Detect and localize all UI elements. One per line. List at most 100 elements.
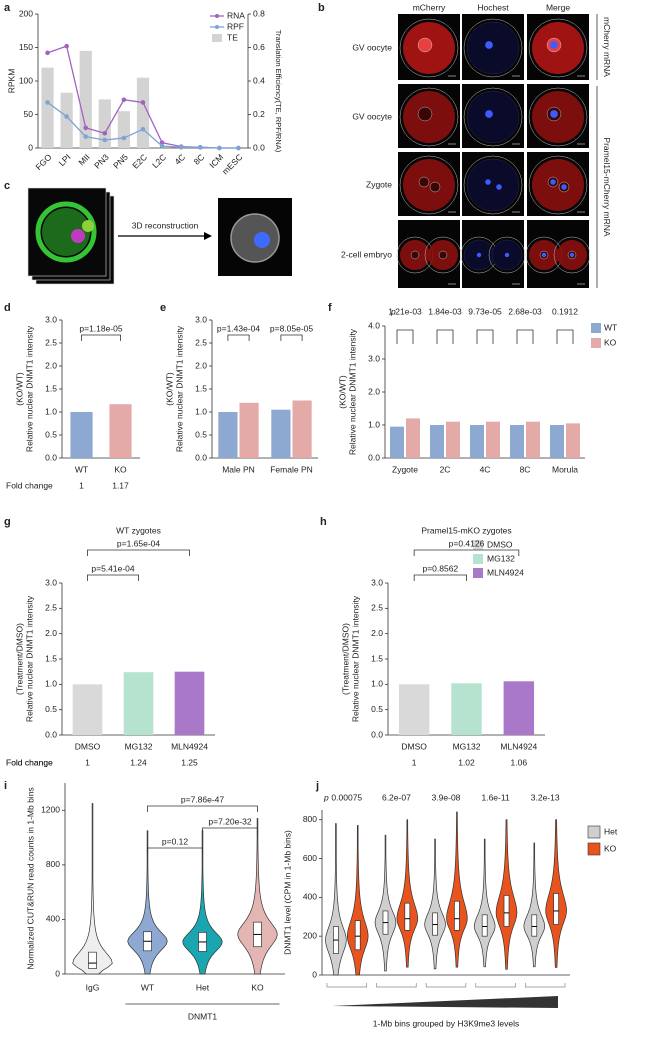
- marker: [102, 137, 108, 143]
- panel-letter: a: [4, 2, 11, 14]
- x-tick-label: 4C: [480, 464, 491, 474]
- y-tick-label: 2.0: [368, 386, 380, 396]
- violin: [446, 811, 468, 968]
- x-tick-label: Female PN: [270, 464, 313, 474]
- legend-marker: [215, 25, 219, 29]
- bar: [292, 400, 312, 458]
- violin: [495, 819, 518, 970]
- y-tick-label: 50: [24, 109, 34, 119]
- chromatin: [569, 252, 575, 258]
- zona: [399, 87, 459, 147]
- cell: [35, 201, 97, 263]
- bar: [390, 426, 404, 458]
- y-tick-label: 0.4: [253, 75, 265, 85]
- zona: [463, 155, 523, 215]
- marker: [83, 125, 89, 131]
- zona: [553, 236, 591, 274]
- legend-swatch: [591, 338, 601, 348]
- p-label: p: [323, 792, 329, 802]
- nucleus: [410, 250, 420, 260]
- bar: [510, 425, 524, 458]
- y-tick-label: 0.0: [368, 452, 380, 462]
- y-tick-label: 0.5: [45, 704, 57, 714]
- y-tick-label: 1.5: [371, 653, 383, 663]
- violin: [424, 838, 446, 970]
- p-value: p=5.41e-04: [91, 563, 135, 573]
- marker: [140, 100, 146, 105]
- zona: [528, 18, 588, 78]
- bar: [60, 92, 73, 148]
- axis-title: Relative nuclear DNMT1 intensity: [347, 328, 357, 455]
- p-value: 1.84e-03: [428, 306, 462, 316]
- p-value: p=7.20e-32: [208, 816, 252, 826]
- nucleus: [417, 37, 433, 53]
- bar: [41, 67, 54, 148]
- p-value: p=7.86e-47: [181, 794, 225, 804]
- y-tick-label: 0.2: [253, 109, 265, 119]
- violin: [374, 834, 397, 972]
- marker: [236, 145, 241, 151]
- p-value: p=0.4126: [449, 538, 485, 548]
- chromatin: [504, 252, 510, 258]
- fold-change-title: Fold change: [6, 757, 53, 767]
- group-bracket: [376, 983, 417, 988]
- bar: [486, 421, 500, 458]
- group-label: mCherry mRNA: [602, 17, 612, 77]
- comparison-bracket: [413, 549, 520, 556]
- chromatin: [550, 110, 558, 118]
- marker: [121, 135, 127, 141]
- x-tick-label: KO: [251, 982, 264, 992]
- legend-label: DMSO: [487, 539, 513, 549]
- chart-title: WT zygotes: [116, 525, 161, 535]
- group-bracket: [326, 983, 367, 988]
- chromatin: [561, 184, 567, 190]
- comparison-bracket: [87, 549, 190, 556]
- p-value: p=8.05e-05: [270, 323, 314, 333]
- bar: [271, 409, 291, 458]
- y-tick-label: 3.0: [368, 353, 380, 363]
- marker: [140, 126, 146, 132]
- p-value: p=1.18e-05: [79, 323, 123, 333]
- x-tick-label: Male PN: [222, 464, 255, 474]
- annotation: 3D reconstruction: [132, 220, 199, 230]
- y-tick-label: 150: [19, 42, 33, 52]
- x-tick-label: PN3: [92, 152, 111, 171]
- comparison-bracket: [413, 574, 467, 581]
- x-tick-label: mESC: [220, 152, 244, 176]
- marker: [45, 50, 50, 56]
- x-tick-label: 8C: [520, 464, 531, 474]
- comparison-bracket: [147, 805, 258, 812]
- group-label: DNMT1: [188, 1011, 218, 1021]
- bar: [98, 99, 111, 148]
- legend-label: RPF: [227, 21, 244, 31]
- y-tick-label: 600: [303, 853, 317, 863]
- legend-swatch: [212, 34, 222, 42]
- chromatin: [485, 110, 493, 118]
- y-tick-label: 0.0: [195, 452, 207, 462]
- comparison-bracket: [516, 329, 534, 344]
- p-label: p: [390, 306, 396, 316]
- comparison-bracket: [476, 329, 494, 344]
- comparison-bracket: [81, 334, 121, 341]
- fold-change: 1.17: [112, 480, 129, 490]
- p-value: p=1.43e-04: [217, 323, 261, 333]
- chart-title: Pramel15-mKO zygotes: [421, 525, 511, 535]
- marker: [217, 145, 222, 151]
- x-tick-label: MG132: [125, 741, 153, 751]
- fold-change: 1.25: [181, 757, 198, 767]
- y-tick-label: 2.5: [45, 603, 57, 613]
- pronucleus: [71, 229, 85, 243]
- comparison-bracket: [202, 827, 258, 834]
- nucleus: [417, 106, 433, 122]
- panel-letter: e: [160, 302, 166, 314]
- p-value: 1.6e-11: [481, 792, 509, 802]
- pronucleus: [82, 220, 94, 232]
- p-value: 0.1912: [552, 306, 578, 316]
- x-tick-label: MG132: [453, 741, 481, 751]
- y-tick-label: 0.0: [45, 729, 57, 739]
- legend-label: KO: [604, 337, 617, 347]
- axis-title: (KO/WT): [164, 372, 174, 406]
- axis-title: 1-Mb bins grouped by H3K9me3 levels: [373, 1018, 519, 1028]
- panel-letter: d: [4, 302, 11, 314]
